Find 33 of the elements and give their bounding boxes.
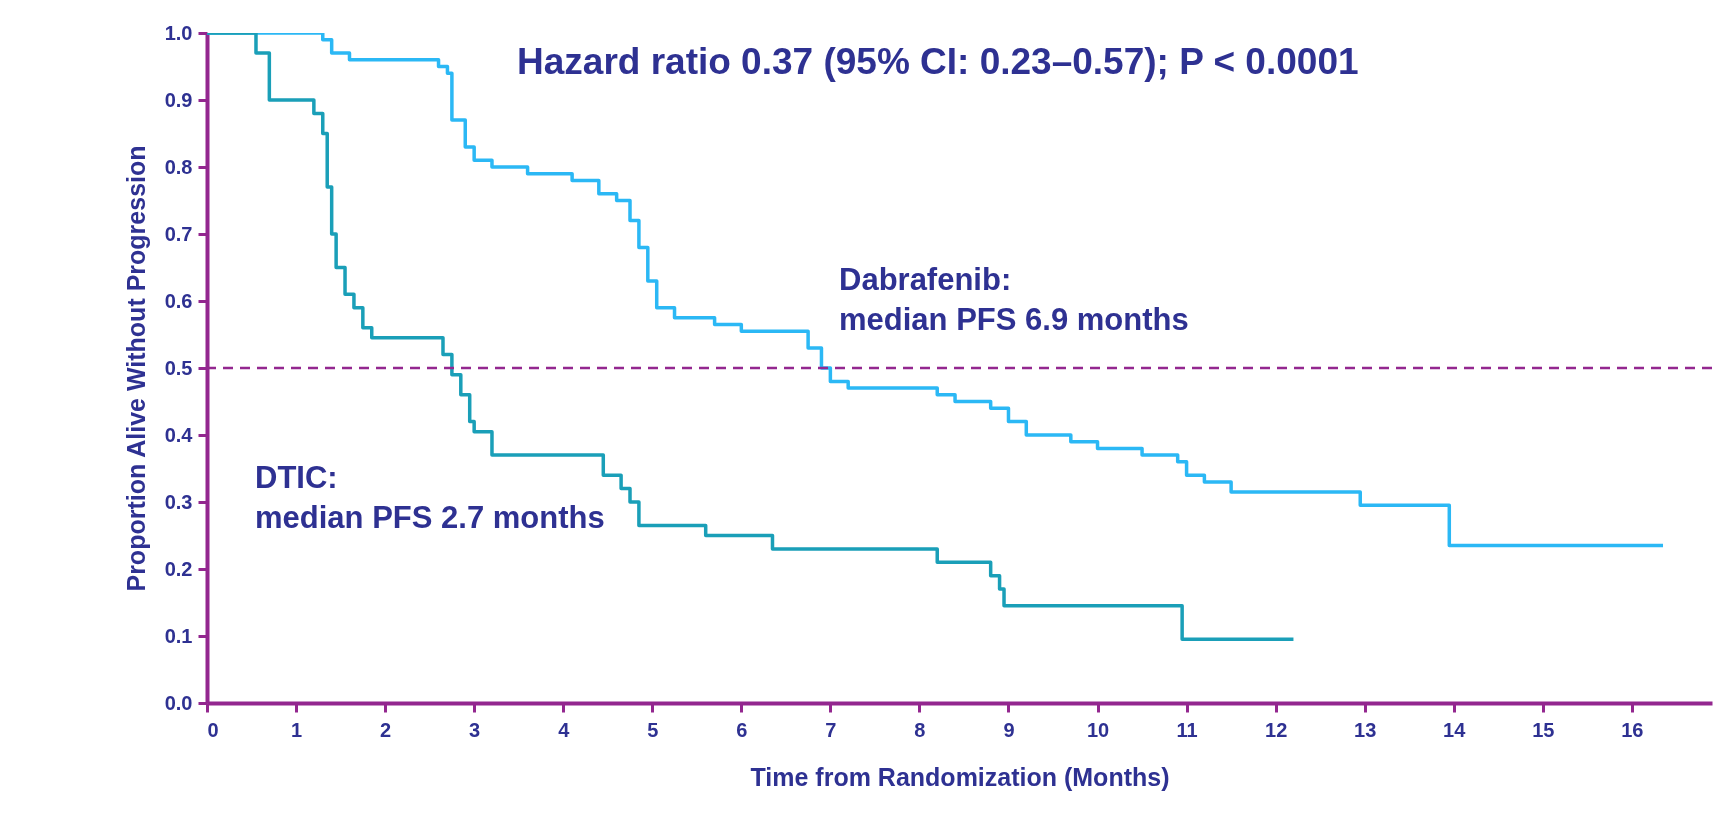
annotation: DTIC: median PFS 2.7 months [255, 460, 605, 535]
x-tick-label: 16 [1621, 718, 1644, 741]
x-tick-label: 1 [290, 718, 303, 741]
x-tick-label: 9 [1003, 718, 1015, 741]
x-axis-title: Time from Randomization (Months) [750, 762, 1170, 791]
x-tick-label: 4 [558, 718, 571, 741]
x-tick-label: 0 [207, 718, 219, 741]
x-tick-label: 2 [380, 718, 392, 741]
y-tick-label: 0.2 [164, 557, 193, 580]
x-tick-label: 7 [825, 718, 837, 741]
x-tick-label: 6 [736, 718, 748, 741]
annotation: Hazard ratio 0.37 (95% CI: 0.23–0.57); P < 0.0001 [517, 41, 1359, 82]
y-tick-label: 0.9 [164, 88, 193, 111]
x-tick-label: 3 [469, 718, 481, 741]
y-tick-label: 0.3 [164, 490, 193, 513]
x-tick-label: 11 [1176, 718, 1198, 741]
y-axis-title: Proportion Alive Without Progression [121, 145, 150, 592]
x-tick-label: 14 [1443, 718, 1467, 741]
y-tick-label: 0.8 [164, 155, 193, 178]
y-tick-label: 1.0 [164, 21, 193, 44]
y-tick-label: 0.7 [164, 222, 193, 245]
annotation: Dabrafenib: median PFS 6.9 months [839, 262, 1189, 337]
y-tick-label: 0.4 [164, 423, 194, 446]
y-tick-label: 0.5 [164, 356, 193, 379]
y-tick-label: 0.1 [164, 624, 193, 647]
y-tick-label: 0.0 [164, 691, 193, 714]
x-tick-label: 13 [1354, 718, 1377, 741]
x-tick-label: 8 [914, 718, 926, 741]
y-tick-label: 0.6 [164, 289, 193, 312]
x-tick-label: 5 [647, 718, 659, 741]
x-tick-label: 10 [1086, 718, 1110, 741]
x-tick-label: 15 [1532, 718, 1555, 741]
x-tick-label: 12 [1265, 718, 1288, 741]
